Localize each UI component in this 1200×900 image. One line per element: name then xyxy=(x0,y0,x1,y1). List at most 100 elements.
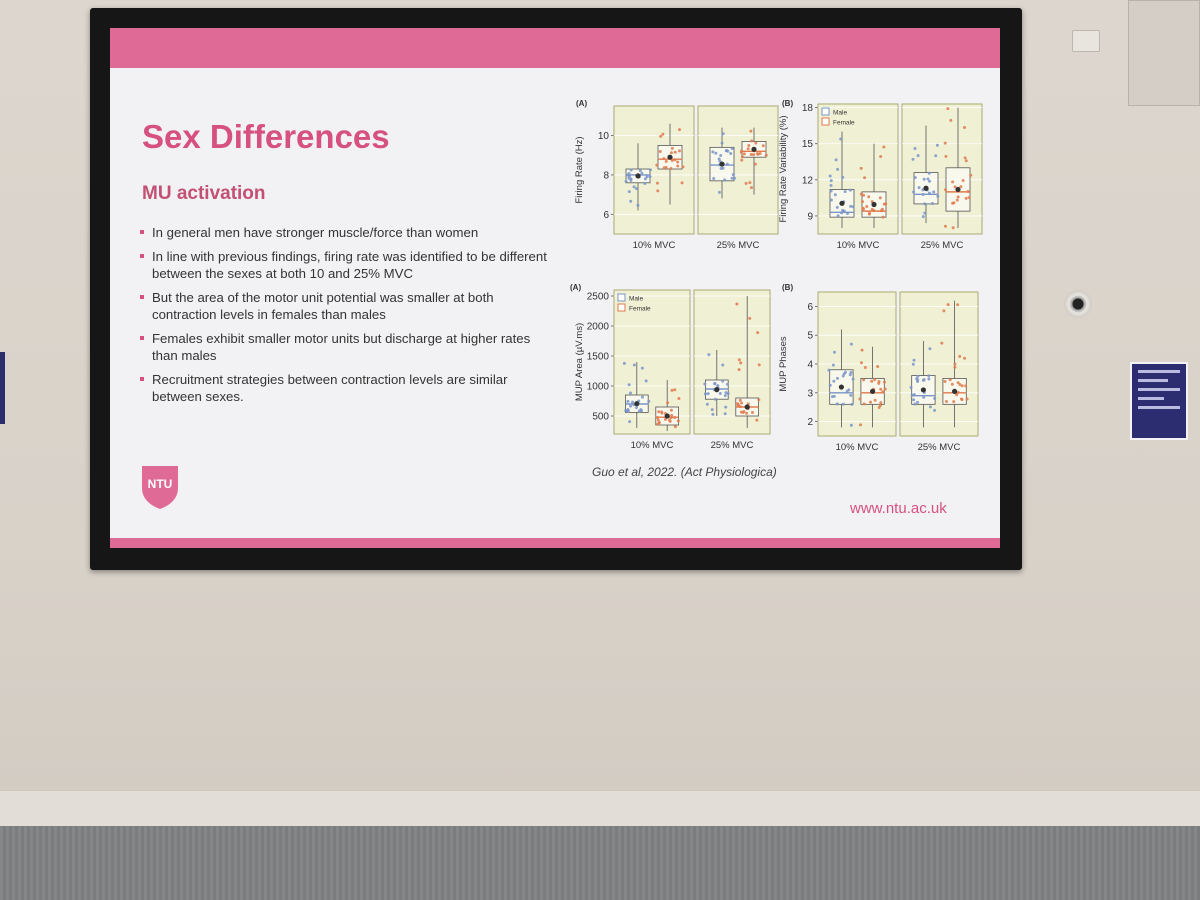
bullet-item: Recruitment strategies between contracti… xyxy=(138,371,558,405)
data-point xyxy=(833,193,837,197)
data-point xyxy=(878,196,882,200)
data-point xyxy=(851,205,855,209)
mean-point xyxy=(839,200,845,206)
data-point xyxy=(662,157,666,161)
data-point xyxy=(839,137,843,141)
data-point xyxy=(876,364,880,368)
data-point xyxy=(724,405,728,409)
x-category-label: 10% MVC xyxy=(836,442,879,453)
data-point xyxy=(950,382,954,386)
legend-entry: Male xyxy=(629,296,643,303)
data-point xyxy=(680,181,684,185)
data-point xyxy=(754,141,758,145)
data-point xyxy=(660,410,664,414)
data-point xyxy=(827,368,831,372)
data-point xyxy=(882,202,886,206)
legend-entry: Male xyxy=(833,110,847,117)
data-point xyxy=(645,175,649,179)
data-point xyxy=(944,188,948,192)
data-point xyxy=(960,398,964,402)
data-point xyxy=(677,149,681,153)
data-point xyxy=(843,190,847,194)
data-point xyxy=(956,391,960,394)
data-point xyxy=(958,354,962,358)
data-point xyxy=(828,174,832,178)
data-point xyxy=(755,152,759,156)
data-point xyxy=(718,391,722,395)
data-point xyxy=(835,205,839,209)
data-point xyxy=(761,144,765,148)
data-point xyxy=(627,190,631,194)
data-point xyxy=(741,410,745,414)
data-point xyxy=(655,163,659,167)
wall-socket xyxy=(1072,30,1100,52)
data-point xyxy=(670,146,674,150)
data-point xyxy=(860,348,864,352)
data-point xyxy=(717,190,721,194)
data-point xyxy=(721,132,725,136)
data-point xyxy=(928,179,932,183)
data-point xyxy=(955,393,959,397)
data-point xyxy=(835,402,839,406)
data-point xyxy=(966,189,970,193)
slide-bottom-bar xyxy=(110,538,1000,548)
slide-subtitle: MU activation xyxy=(142,183,266,204)
data-point xyxy=(872,209,876,213)
data-point xyxy=(952,400,956,404)
data-point xyxy=(740,158,744,162)
data-point xyxy=(840,211,844,215)
data-point xyxy=(664,166,668,170)
security-camera xyxy=(1064,290,1092,318)
data-point xyxy=(832,379,836,383)
data-point xyxy=(707,353,711,357)
data-point xyxy=(643,181,647,185)
data-point xyxy=(862,193,866,197)
data-point xyxy=(664,159,668,163)
data-point xyxy=(883,380,887,384)
data-point xyxy=(742,152,746,156)
data-point xyxy=(753,162,757,166)
mean-point xyxy=(634,401,640,407)
data-point xyxy=(749,129,753,133)
data-point xyxy=(719,166,723,170)
slide-title: Sex Differences xyxy=(142,118,390,155)
mean-point xyxy=(871,201,877,208)
data-point xyxy=(638,169,642,173)
data-point xyxy=(964,196,968,200)
data-point xyxy=(667,418,671,422)
bullet-list: In general men have stronger muscle/forc… xyxy=(138,224,558,412)
data-point xyxy=(829,179,833,183)
data-point xyxy=(673,425,677,429)
data-point xyxy=(923,211,927,215)
y-tick-label: 6 xyxy=(807,302,813,313)
data-point xyxy=(670,159,674,163)
data-point xyxy=(843,370,847,374)
data-point xyxy=(629,177,633,181)
data-point xyxy=(961,179,965,183)
x-category-label: 25% MVC xyxy=(921,240,964,251)
data-point xyxy=(956,381,960,385)
y-tick-label: 2500 xyxy=(587,292,610,303)
data-point xyxy=(829,198,833,202)
data-point xyxy=(663,417,667,421)
data-point xyxy=(749,186,753,190)
data-point xyxy=(921,215,925,219)
data-point xyxy=(655,181,659,185)
mean-point xyxy=(744,404,750,410)
data-point xyxy=(960,384,964,388)
legend-swatch xyxy=(617,303,626,312)
data-point xyxy=(964,159,968,163)
data-point xyxy=(681,165,685,169)
data-point xyxy=(634,187,638,191)
legend-entry: Female xyxy=(629,306,651,313)
data-point xyxy=(870,379,874,383)
data-point xyxy=(946,107,950,111)
data-point xyxy=(928,347,932,351)
data-point xyxy=(720,141,724,145)
mean-point xyxy=(719,161,725,167)
data-point xyxy=(883,387,887,391)
data-point xyxy=(676,164,680,168)
data-point xyxy=(859,192,863,196)
data-point xyxy=(910,393,914,397)
data-point xyxy=(841,175,845,179)
